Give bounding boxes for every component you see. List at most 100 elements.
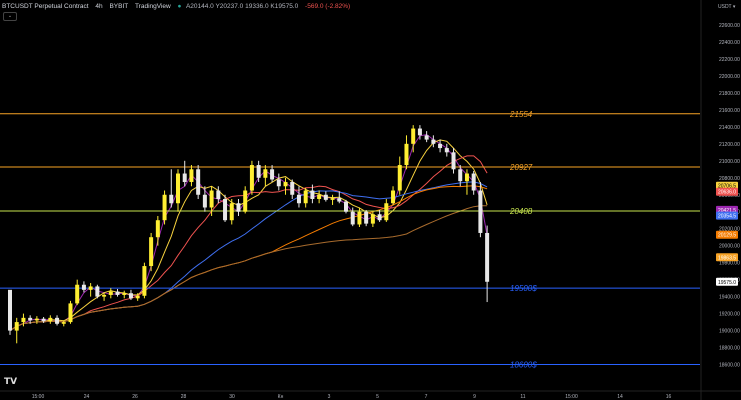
candle-body[interactable] [135, 295, 140, 299]
candle-body[interactable] [95, 286, 100, 297]
candle-body[interactable] [61, 322, 66, 324]
candle-body[interactable] [169, 194, 174, 204]
candle-body[interactable] [48, 317, 53, 322]
candle-body[interactable] [34, 318, 39, 321]
candle-body[interactable] [229, 203, 234, 221]
time-tick-label: 5 [376, 394, 379, 400]
candle-body[interactable] [296, 194, 301, 204]
time-tick-label: 7 [425, 394, 428, 400]
candle-body[interactable] [451, 152, 456, 170]
candle-body[interactable] [176, 173, 180, 204]
candle-body[interactable] [350, 211, 355, 225]
level-label: 19500$ [510, 284, 537, 293]
price-tick-label: 21800.00 [719, 91, 740, 97]
candle-body[interactable] [8, 289, 12, 331]
time-tick-label: 11 [520, 394, 525, 400]
candle-body[interactable] [438, 143, 443, 149]
moving-average-line [9, 155, 488, 332]
level-label: 20927 [509, 163, 533, 172]
moving-average-line [9, 139, 488, 332]
candle-body[interactable] [142, 266, 147, 296]
candle-body[interactable] [330, 198, 335, 200]
candle-body[interactable] [149, 237, 154, 267]
candle-body[interactable] [317, 194, 322, 199]
candle-body[interactable] [21, 317, 26, 323]
candle-body[interactable] [431, 139, 436, 144]
price-tick-label: 21200.00 [719, 142, 740, 148]
price-tick-label: 22400.00 [719, 40, 740, 46]
symbol-label[interactable]: BTCUSDT Perpetual Contract [2, 3, 89, 10]
candle-body[interactable] [384, 203, 389, 221]
candle-body[interactable] [108, 291, 113, 295]
candle-body[interactable] [14, 322, 19, 331]
candle-body[interactable] [458, 169, 463, 182]
candle-body[interactable] [263, 169, 268, 178]
candle-body[interactable] [189, 169, 194, 183]
candle-body[interactable] [424, 135, 429, 140]
price-badge-label: 19863.5 [718, 255, 736, 261]
candle-body[interactable] [81, 284, 86, 290]
candle-body[interactable] [249, 165, 254, 191]
collapse-legend-button[interactable]: ⌄ [3, 12, 17, 21]
candle-body[interactable] [115, 291, 120, 295]
candle-body[interactable] [55, 317, 60, 324]
candle-body[interactable] [122, 293, 127, 295]
candle-body[interactable] [236, 203, 241, 212]
candle-body[interactable] [303, 190, 308, 204]
candle-body[interactable] [102, 294, 107, 297]
exchange-label: BYBIT [109, 3, 129, 10]
candle-body[interactable] [411, 128, 416, 144]
candle-body[interactable] [391, 190, 396, 204]
candle-body[interactable] [256, 165, 261, 178]
price-tick-label: 19400.00 [719, 295, 740, 301]
candle-body[interactable] [276, 179, 281, 187]
candle-body[interactable] [337, 198, 342, 202]
candle-body[interactable] [162, 194, 167, 221]
candle-body[interactable] [344, 201, 348, 212]
candle-body[interactable] [283, 182, 288, 187]
candle-body[interactable] [196, 169, 201, 195]
candle-body[interactable] [202, 194, 207, 208]
candle-body[interactable] [28, 317, 33, 321]
candle-body[interactable] [417, 128, 422, 136]
indicator-lines [9, 133, 488, 332]
candle-body[interactable] [155, 220, 160, 238]
candle-body[interactable] [182, 173, 187, 183]
candle-body[interactable] [377, 214, 382, 221]
currency-selector[interactable]: USDT ▾ [718, 4, 736, 10]
candle-body[interactable] [270, 169, 275, 180]
candle-body[interactable] [464, 173, 469, 182]
market-status-icon: ● [177, 3, 182, 10]
time-axis: 15:00 24 26 28 30 Кн 3 5 7 9 11 15:00 14 16 [0, 390, 741, 400]
candle-body[interactable] [471, 173, 476, 191]
price-tick-label: 21400.00 [719, 125, 740, 131]
candle-body[interactable] [88, 286, 93, 290]
candle-body[interactable] [216, 190, 221, 199]
candle-body[interactable] [75, 284, 80, 304]
price-tick-label: 22600.00 [719, 23, 740, 29]
candle-body[interactable] [68, 303, 73, 323]
candle-body[interactable] [209, 190, 214, 208]
candle-body[interactable] [323, 194, 328, 200]
candle-body[interactable] [223, 199, 228, 221]
candle-body[interactable] [478, 190, 483, 233]
time-tick-label: 14 [617, 394, 623, 400]
candle-body[interactable] [444, 148, 449, 153]
candle-body[interactable] [41, 318, 46, 322]
candle-body[interactable] [310, 190, 315, 199]
candle-body[interactable] [243, 190, 248, 212]
candle-body[interactable] [404, 143, 409, 166]
candle-body[interactable] [128, 293, 133, 299]
candle-body[interactable] [357, 211, 362, 225]
candle-body[interactable] [370, 214, 375, 224]
price-badge [716, 253, 738, 262]
price-tick-label: 20800.00 [719, 176, 740, 182]
interval-label[interactable]: 4h [95, 3, 103, 10]
candle-body[interactable] [364, 211, 369, 224]
price-badge [716, 187, 738, 196]
candle-body[interactable] [485, 232, 490, 282]
candle-body[interactable] [397, 165, 402, 191]
candle-body[interactable] [290, 182, 295, 195]
ohlc-values: A20144.0 Y20237.0 19336.0 K19575.0 [185, 3, 299, 10]
